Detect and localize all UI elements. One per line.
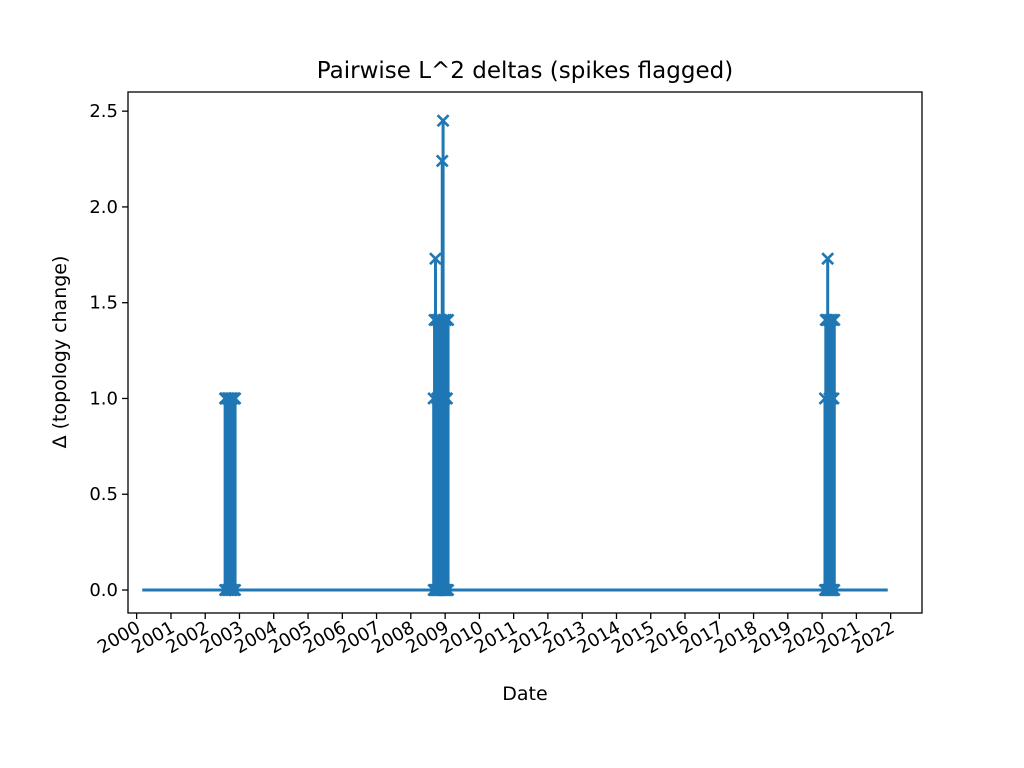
plot-area-frame <box>127 91 923 614</box>
spike-marker-23 <box>441 313 455 327</box>
x-axis: 2000200120022003200420052006200720082009… <box>94 613 898 658</box>
spike-marker-21 <box>439 313 453 327</box>
y-tick-label-4: 2.0 <box>89 197 118 218</box>
spike-marker-7 <box>228 392 242 405</box>
y-tick-label-5: 2.5 <box>89 101 118 122</box>
y-tick-label-0: 0.0 <box>89 580 118 601</box>
data-marks <box>142 114 888 597</box>
baseline-marker-23 <box>441 583 455 597</box>
chart-title: Pairwise L^2 deltas (spikes flagged) <box>317 58 733 84</box>
y-tick-label-2: 1.0 <box>89 388 118 409</box>
spike-marker-27 <box>821 252 835 266</box>
spike-marker-34 <box>827 313 841 327</box>
spike-marker-10 <box>429 252 442 266</box>
y-tick-label-1: 0.5 <box>89 484 118 505</box>
x-axis-label: Date <box>502 683 547 705</box>
spike-marker-18 <box>436 114 450 128</box>
baseline-marker-34 <box>827 583 841 597</box>
spike-marker-32 <box>825 313 839 327</box>
baseline-marker-7 <box>228 583 242 597</box>
y-axis: 0.0 0.5 1.0 1.5 2.0 2.5 <box>89 101 128 601</box>
y-axis-label: Δ (topology change) <box>49 256 71 449</box>
y-tick-label-3: 1.5 <box>89 293 118 314</box>
